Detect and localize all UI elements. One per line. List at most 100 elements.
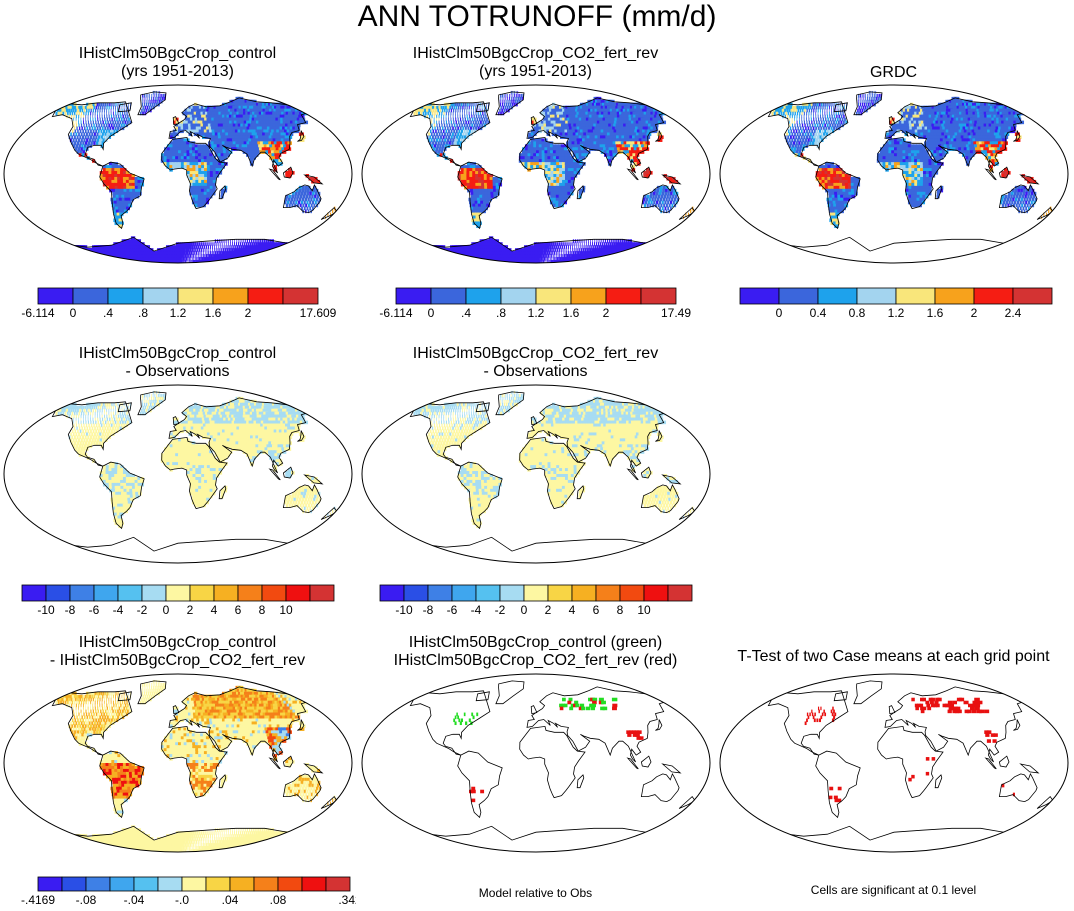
grid-cell [560,254,562,258]
grid-cell [611,248,615,252]
grid-cell [577,239,579,243]
grid-cell [512,102,514,107]
grid-cell [189,156,193,160]
grid-cell [609,132,614,137]
grid-cell [585,242,587,246]
grid-cell [454,132,457,137]
grid-cell [75,114,77,119]
grid-cell [614,147,619,151]
grid-cell [272,144,277,148]
grid-cell [313,203,316,208]
grid-cell [195,260,197,263]
grid-cell [264,132,270,137]
grid-cell [570,120,574,125]
grid-cell [575,147,579,151]
grid-cell [473,111,475,116]
grid-cell [119,200,124,205]
grid-cell [487,188,491,193]
grid-cell [190,260,192,263]
grid-cell [200,257,202,261]
grid-cell [87,114,89,119]
grid-cell [156,96,158,101]
grid-cell [567,194,571,199]
grid-cell [110,108,112,113]
grid-cell [232,138,237,142]
grid-cell [90,111,92,116]
grid-cell [466,179,471,184]
grid-cell [480,120,482,125]
grid-cell [248,257,255,261]
grid-cell [314,200,317,205]
grid-cell [472,126,475,131]
grid-cell [118,191,122,196]
grid-cell [268,129,274,134]
grid-cell [172,162,176,166]
grid-cell [250,129,255,134]
grid-cell [542,108,546,113]
grid-cell [108,171,112,175]
grid-cell [103,257,113,261]
grid-cell [192,171,196,175]
grid-cell [249,141,254,145]
grid-cell [483,179,488,184]
grid-cell [172,260,175,263]
grid-cell [83,138,86,142]
grid-cell [207,105,212,110]
grid-cell [226,120,231,125]
grid-cell [209,185,213,190]
grid-cell [549,114,554,119]
grid-cell [79,141,82,145]
grid-cell [192,179,196,184]
grid-cell [576,168,581,172]
grid-cell [117,120,119,125]
grid-cell [235,141,240,145]
grid-cell [528,251,532,255]
grid-cell [208,108,213,113]
grid-cell [579,129,584,134]
grid-cell [198,179,202,184]
grid-cell [269,126,275,131]
grid-cell [443,257,454,261]
grid-cell [229,245,231,249]
grid-cell [305,203,308,208]
grid-cell [445,254,455,258]
grid-cell [457,176,462,181]
grid-cell [175,132,179,137]
grid-cell [129,120,132,125]
grid-cell [219,248,221,252]
grid-cell [247,147,252,151]
grid-cell [246,132,251,137]
grid-cell [499,108,501,113]
grid-cell [315,188,319,193]
grid-cell [174,257,178,261]
grid-cell [119,221,124,226]
grid-cell [300,191,304,196]
grid-cell [462,105,464,110]
grid-cell [117,126,120,131]
grid-cell [468,123,471,128]
grid-cell [450,102,453,107]
grid-cell [216,141,221,145]
grid-cell [572,150,577,154]
grid-cell [206,185,211,190]
grid-cell [527,162,531,166]
grid-cell [280,132,286,137]
grid-cell [621,129,626,134]
grid-cell [263,254,270,258]
grid-cell [627,138,633,142]
grid-cell [492,179,497,184]
grid-cell [635,132,641,137]
grid-cell [64,245,73,249]
grid-cell [200,197,204,202]
grid-cell [527,141,532,145]
grid-cell [91,138,94,142]
grid-cell [437,251,446,255]
grid-cell [270,150,275,154]
grid-cell [245,242,248,246]
grid-cell [652,194,655,199]
grid-cell [453,105,456,110]
grid-cell [525,254,529,258]
grid-cell [164,254,168,258]
grid-cell [171,254,174,258]
grid-cell [564,257,567,261]
